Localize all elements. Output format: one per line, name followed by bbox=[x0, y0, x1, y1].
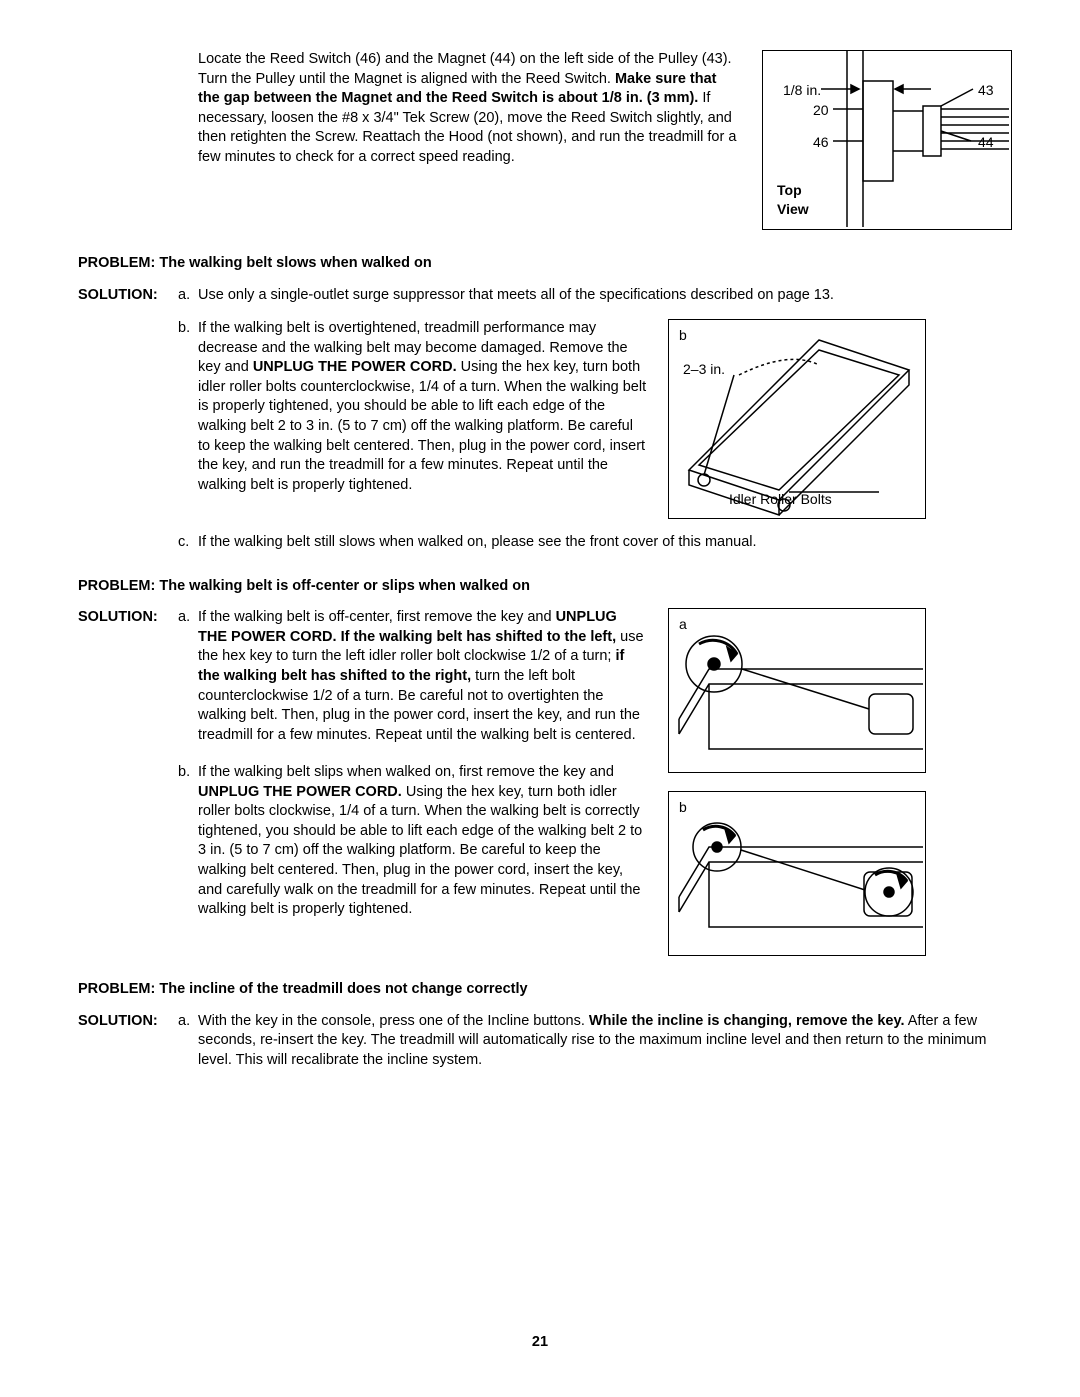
text-bold: While the incline is changing, remove th… bbox=[589, 1013, 905, 1029]
callout-44: 44 bbox=[978, 133, 994, 152]
text-bold: UNPLUG THE POWER CORD. bbox=[198, 784, 402, 800]
figure-offcenter-a: a bbox=[668, 608, 926, 773]
step-label: a. bbox=[178, 1012, 198, 1032]
solution-text: With the key in the console, press one o… bbox=[198, 1012, 1012, 1071]
callout-43: 43 bbox=[978, 81, 994, 100]
text: If the walking belt slips when walked on… bbox=[198, 764, 614, 780]
manual-page: Locate the Reed Switch (46) and the Magn… bbox=[0, 0, 1080, 1397]
callout-20: 20 bbox=[813, 101, 829, 120]
label-top-view: Top View bbox=[777, 181, 809, 219]
step-label: b. bbox=[178, 763, 198, 783]
text: Using the hex key, turn both idler rolle… bbox=[198, 359, 646, 492]
solution-label: SOLUTION: bbox=[78, 608, 178, 628]
problem-heading: PROBLEM: The incline of the treadmill do… bbox=[78, 980, 1012, 1000]
callout-1-8in: 1/8 in. bbox=[783, 81, 821, 100]
figure-dim: 2–3 in. bbox=[683, 360, 725, 379]
text: If the walking belt is off-center, first… bbox=[198, 609, 556, 625]
figure-corner-label: a bbox=[679, 615, 687, 634]
problem-heading: PROBLEM: The walking belt is off-center … bbox=[78, 577, 1012, 597]
step-label: b. bbox=[178, 319, 198, 339]
solution-text: If the walking belt is off-center, first… bbox=[198, 608, 648, 745]
reed-switch-paragraph: Locate the Reed Switch (46) and the Magn… bbox=[78, 50, 762, 167]
solution-label: SOLUTION: bbox=[78, 286, 178, 306]
figure-corner-label: b bbox=[679, 798, 687, 817]
callout-46: 46 bbox=[813, 133, 829, 152]
figure-caption: Idler Roller Bolts bbox=[729, 490, 832, 509]
step-label: a. bbox=[178, 608, 198, 628]
text: With the key in the console, press one o… bbox=[198, 1013, 589, 1029]
solution-text: If the walking belt slips when walked on… bbox=[198, 763, 648, 920]
figure-corner-label: b bbox=[679, 326, 687, 345]
solution-text: If the walking belt still slows when wal… bbox=[198, 533, 1012, 553]
step-label: a. bbox=[178, 286, 198, 306]
step-label: c. bbox=[178, 533, 198, 553]
page-number: 21 bbox=[0, 1333, 1080, 1353]
solution-label: SOLUTION: bbox=[78, 1012, 178, 1032]
figure-top-view: 1/8 in. 20 46 43 44 Top View bbox=[762, 50, 1012, 230]
text: Using the hex key, turn both idler rolle… bbox=[198, 784, 642, 917]
solution-text: Use only a single-outlet surge suppresso… bbox=[198, 286, 1012, 306]
text-bold: UNPLUG THE POWER CORD. bbox=[253, 359, 457, 375]
figure-belt-lift: b 2–3 in. Idler Roller Bolts bbox=[668, 319, 926, 519]
solution-text: If the walking belt is overtightened, tr… bbox=[198, 319, 648, 495]
problem-heading: PROBLEM: The walking belt slows when wal… bbox=[78, 254, 1012, 274]
figure-offcenter-b: b bbox=[668, 791, 926, 956]
